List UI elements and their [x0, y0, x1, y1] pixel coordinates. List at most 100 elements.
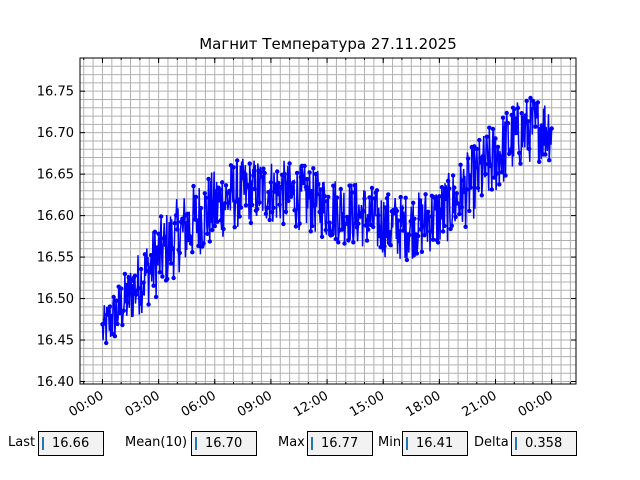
data-point: [191, 183, 196, 189]
y-tick-label: 16.45: [37, 334, 74, 349]
data-point: [247, 161, 252, 166]
data-point: [394, 208, 400, 214]
y-tick-label: 16.60: [37, 209, 74, 224]
data-point: [206, 176, 211, 182]
data-point: [236, 197, 241, 202]
data-point: [143, 268, 149, 274]
last-value-field[interactable]: 16.66: [38, 431, 104, 456]
data-point: [272, 189, 277, 194]
data-point: [260, 174, 265, 180]
data-point: [267, 217, 272, 223]
data-point: [458, 162, 463, 167]
data-point: [504, 110, 509, 116]
data-point: [201, 241, 206, 246]
data-point: [230, 185, 235, 190]
data-point: [106, 309, 111, 314]
data-point: [356, 221, 361, 226]
data-point: [404, 257, 410, 263]
data-point: [287, 161, 292, 166]
data-point: [450, 173, 456, 178]
data-point: [289, 191, 295, 196]
data-point: [512, 106, 517, 112]
data-point: [334, 195, 340, 200]
data-point: [161, 236, 166, 241]
data-point: [153, 294, 159, 300]
text-caret: [515, 437, 517, 450]
data-point: [207, 239, 212, 244]
data-point: [497, 182, 502, 187]
data-point: [354, 225, 360, 230]
data-point: [383, 205, 388, 210]
data-point: [162, 242, 168, 247]
data-point: [488, 163, 493, 169]
data-point: [215, 219, 220, 224]
data-point: [306, 185, 311, 190]
data-point: [195, 218, 200, 223]
data-point: [371, 224, 376, 230]
data-point: [367, 195, 372, 200]
data-point: [439, 185, 445, 190]
data-point: [107, 304, 113, 309]
data-point: [304, 176, 310, 182]
data-point: [146, 302, 151, 307]
text-caret: [311, 437, 313, 450]
min-value-field[interactable]: 16.41: [402, 431, 468, 456]
data-point: [262, 170, 267, 176]
data-point: [329, 232, 335, 237]
data-point: [151, 283, 156, 288]
data-point: [105, 312, 110, 317]
mean-value-field[interactable]: 16.70: [191, 431, 257, 456]
data-point: [411, 200, 416, 205]
data-point: [186, 237, 191, 243]
data-point: [281, 221, 286, 227]
last-label: Last: [8, 435, 36, 450]
data-point: [172, 221, 177, 226]
data-point: [542, 141, 547, 146]
data-point: [495, 144, 501, 150]
data-point: [374, 188, 380, 193]
data-point: [538, 126, 543, 132]
data-point: [148, 253, 154, 258]
data-point: [453, 214, 458, 220]
data-point: [351, 240, 356, 245]
data-point: [296, 206, 301, 211]
data-point: [217, 187, 222, 192]
data-point: [547, 158, 552, 163]
max-value: 16.77: [321, 436, 359, 451]
data-point: [226, 200, 231, 206]
data-point: [190, 250, 195, 255]
data-point: [460, 178, 466, 183]
data-point: [475, 185, 481, 191]
data-point: [294, 170, 300, 176]
data-point: [515, 105, 521, 111]
data-point: [338, 186, 343, 192]
y-tick-label: 16.70: [37, 126, 74, 141]
delta-value-field[interactable]: 0.358: [511, 431, 577, 456]
data-point: [487, 125, 492, 130]
data-point: [332, 207, 337, 213]
data-point: [196, 243, 201, 249]
data-point: [484, 134, 489, 139]
data-point: [440, 229, 446, 234]
data-point: [205, 231, 210, 236]
data-point: [479, 193, 484, 198]
data-point: [490, 126, 496, 132]
data-point: [140, 291, 145, 296]
data-point: [528, 95, 533, 101]
data-point: [185, 211, 190, 217]
data-point: [177, 250, 182, 256]
data-point: [122, 271, 128, 277]
data-point: [197, 226, 202, 232]
data-point: [124, 282, 129, 288]
data-point: [291, 180, 296, 185]
data-point: [167, 257, 172, 262]
data-point: [482, 158, 487, 163]
data-point: [447, 186, 452, 191]
data-point: [284, 180, 290, 186]
data-point: [534, 114, 539, 119]
data-point: [344, 214, 350, 220]
data-point: [321, 209, 326, 214]
max-value-field[interactable]: 16.77: [307, 431, 373, 456]
text-caret: [195, 437, 197, 450]
